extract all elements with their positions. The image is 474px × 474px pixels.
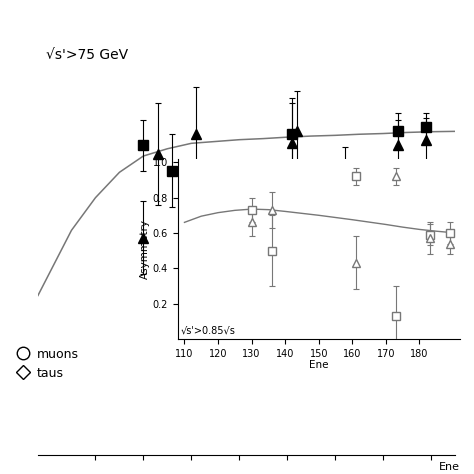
Y-axis label: Asymmetry: Asymmetry <box>140 219 150 279</box>
Text: √s'>75 GeV: √s'>75 GeV <box>46 48 128 63</box>
X-axis label: Ene: Ene <box>309 360 328 370</box>
Text: √s'>0.85√s: √s'>0.85√s <box>181 325 236 335</box>
Text: Ene: Ene <box>439 462 460 472</box>
Legend: muons, taus: muons, taus <box>16 347 79 380</box>
